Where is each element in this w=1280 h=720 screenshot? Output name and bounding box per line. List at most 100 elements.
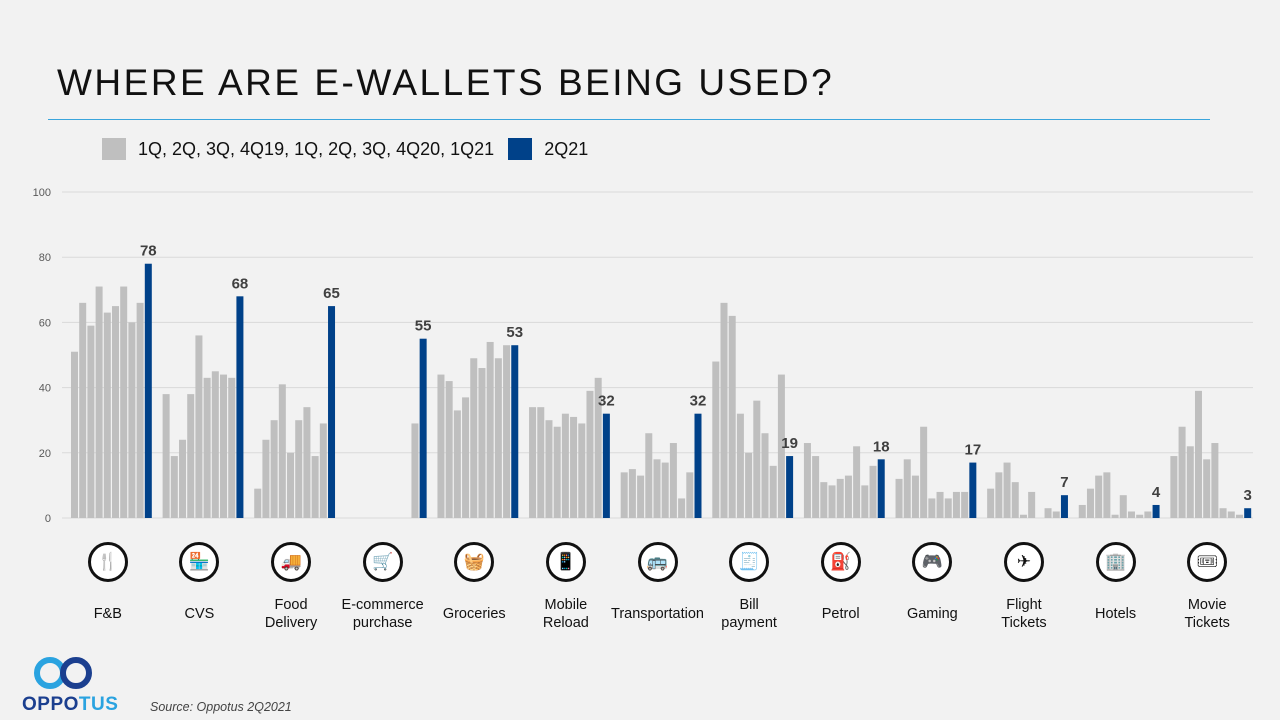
- bar-historical: [71, 351, 78, 518]
- bar-historical: [453, 410, 461, 518]
- bar-historical: [586, 390, 594, 518]
- bar-historical: [486, 341, 494, 518]
- bar-historical: [844, 475, 852, 518]
- bar-historical: [1086, 488, 1094, 518]
- bar-historical: [678, 498, 686, 518]
- bar-historical: [278, 384, 286, 518]
- bar-historical: [170, 456, 178, 518]
- bar-historical: [254, 488, 262, 518]
- bar-historical: [494, 358, 502, 518]
- bar-historical: [1127, 511, 1135, 518]
- bar-historical: [570, 416, 578, 518]
- bar-historical: [545, 420, 553, 518]
- bar-historical: [952, 491, 960, 518]
- bar-historical: [295, 420, 303, 518]
- bar-historical: [1211, 443, 1219, 518]
- data-label: 68: [232, 275, 249, 292]
- data-label: 53: [506, 324, 523, 341]
- bar-historical: [812, 456, 820, 518]
- bar-historical: [728, 315, 736, 518]
- brand-name: OPPOTUS: [22, 694, 118, 716]
- bar-historical: [103, 312, 111, 518]
- brand-name-part1: OPPO: [22, 694, 79, 715]
- bar-historical: [920, 426, 928, 518]
- bar-historical: [712, 361, 720, 518]
- bar-historical: [803, 443, 811, 518]
- bar-historical: [120, 286, 128, 518]
- data-label: 18: [873, 438, 890, 455]
- bar-historical: [1203, 459, 1211, 518]
- data-label: 19: [781, 435, 798, 452]
- bar-historical: [777, 374, 785, 518]
- bar-historical: [820, 482, 828, 518]
- data-label: 32: [598, 393, 615, 410]
- bar-historical: [753, 400, 761, 518]
- bar-historical: [179, 439, 187, 518]
- bar-historical: [686, 472, 694, 518]
- legend-item-current: 2Q21: [508, 138, 588, 160]
- bar-current: [144, 263, 152, 518]
- bar-historical: [1103, 472, 1111, 518]
- bar-historical: [262, 439, 270, 518]
- legend-swatch-current: [508, 138, 533, 160]
- bar-historical: [311, 456, 319, 518]
- bar-historical: [895, 478, 903, 518]
- bar-historical: [645, 433, 653, 518]
- bar-historical: [1044, 508, 1052, 518]
- bar-historical: [79, 302, 87, 518]
- data-label: 78: [140, 243, 157, 260]
- y-tick-label: 40: [39, 383, 51, 395]
- oppotus-logo-icon: [34, 657, 92, 689]
- bar-historical: [1078, 504, 1086, 518]
- bar-current: [694, 413, 702, 518]
- bar-historical: [553, 426, 561, 518]
- bar-historical: [1028, 491, 1036, 518]
- brand-name-part2: TUS: [78, 694, 119, 715]
- bar-historical: [1019, 514, 1027, 518]
- data-label: 17: [964, 442, 981, 459]
- bar-current: [328, 306, 336, 518]
- bar-historical: [445, 381, 453, 518]
- source-note: Source: Oppotus 2Q2021: [150, 700, 292, 714]
- y-tick-label: 100: [33, 187, 51, 199]
- bar-historical: [928, 498, 936, 518]
- data-label: 7: [1060, 474, 1068, 491]
- bar-historical: [1178, 426, 1186, 518]
- bar-historical: [628, 469, 636, 518]
- bar-historical: [620, 472, 628, 518]
- bar-historical: [411, 423, 419, 518]
- bar-historical: [1095, 475, 1103, 518]
- title-divider: [48, 119, 1210, 120]
- bar-historical: [578, 423, 586, 518]
- data-label: 32: [690, 393, 707, 410]
- bar-historical: [944, 498, 952, 518]
- bar-historical: [1144, 511, 1152, 518]
- bar-historical: [470, 358, 478, 518]
- bar-historical: [720, 302, 728, 518]
- chart-legend: 1Q, 2Q, 3Q, 4Q19, 1Q, 2Q, 3Q, 4Q20, 1Q21…: [102, 138, 602, 160]
- bar-historical: [211, 371, 219, 518]
- bar-historical: [594, 377, 602, 518]
- bar-historical: [1186, 446, 1194, 518]
- y-tick-label: 20: [39, 448, 51, 460]
- bar-historical: [661, 462, 669, 518]
- bar-historical: [195, 335, 203, 518]
- bar-historical: [437, 374, 445, 518]
- bar-historical: [653, 459, 661, 518]
- bar-current: [877, 459, 885, 518]
- slide-title: WHERE ARE E-WALLETS BEING USED?: [57, 62, 835, 103]
- bar-historical: [1011, 482, 1019, 518]
- data-label: 3: [1244, 487, 1252, 504]
- bar-historical: [319, 423, 327, 518]
- bar-historical: [1227, 511, 1235, 518]
- bar-historical: [1170, 456, 1178, 518]
- bar-historical: [961, 491, 969, 518]
- bar-historical: [561, 413, 569, 518]
- bar-historical: [478, 368, 486, 518]
- bar-historical: [987, 488, 995, 518]
- bar-historical: [270, 420, 278, 518]
- bar-historical: [537, 407, 545, 518]
- bar-historical: [1052, 511, 1060, 518]
- bar-historical: [162, 394, 170, 518]
